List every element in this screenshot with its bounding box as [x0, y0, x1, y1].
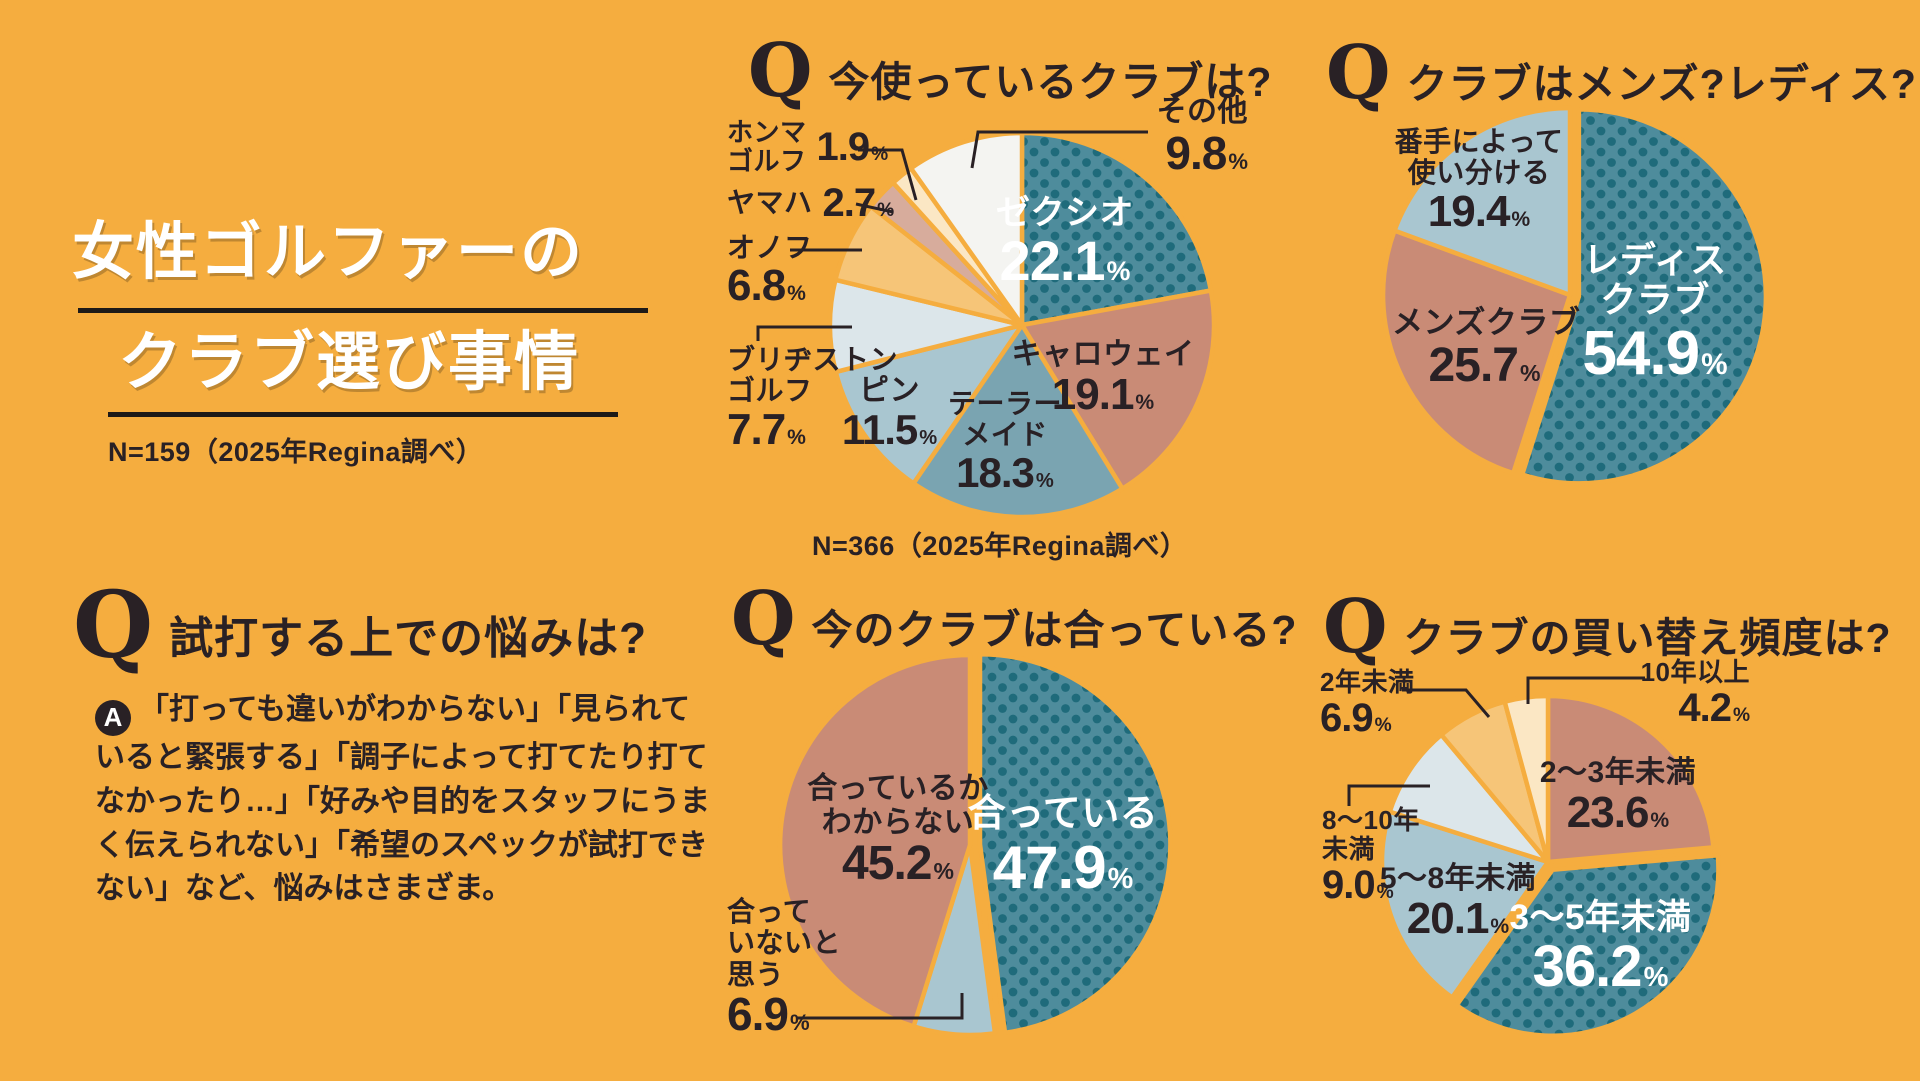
pie-slice-2〜3年未満 — [1545, 693, 1716, 865]
leader-line-over-10y — [1526, 676, 1645, 704]
leader-line-under-2y — [1402, 688, 1491, 718]
pie-slice-ゼクシオ — [1019, 130, 1214, 328]
pie-slice-ブリヂストンゴルフ — [829, 279, 1022, 372]
question-header-tryout: Q 試打する上での悩みは? — [73, 571, 648, 679]
main-title-line2: クラブ選び事情 — [118, 326, 580, 398]
pie2-label-ladies: レディス クラブ 54.9% — [1582, 239, 1728, 388]
leader-line-8-10y — [1347, 784, 1430, 806]
pie4-label-5-8y: 5〜8年未満 20.1% — [1379, 862, 1537, 943]
pie-slice-合っている — [980, 654, 1171, 1033]
pie-slice-10年以上 — [1502, 693, 1551, 865]
pie-slice-ヤマハ — [870, 182, 1022, 325]
pie3-label-fit: 合っている 47.9% — [967, 793, 1159, 901]
question-header-3: Q 今のクラブは合っている? — [731, 576, 1298, 662]
pie-slice-番手によって使い分ける — [1392, 105, 1573, 298]
pie-mens-ladies — [1380, 105, 1769, 486]
q-icon: Q — [731, 576, 796, 662]
pie-slice-レディスクラブ — [1522, 109, 1766, 484]
pie-slice-合っている — [977, 652, 1173, 1035]
question-header-2: Q クラブはメンズ?レディス? — [1326, 30, 1917, 116]
pie-slice-番手によって使い分ける — [1394, 108, 1570, 295]
pie-club-fit — [777, 652, 1173, 1038]
pie4-label-8-10y: 8〜10年 未満 9.0% — [1322, 805, 1420, 908]
pie-slice-2〜3年未満 — [1548, 696, 1714, 862]
answer-paragraph: A 「打っても違いがわからない」「見られていると緊張する」「調子によって打てたり打… — [95, 688, 713, 911]
leader-line-other — [970, 130, 1148, 169]
leader-line-yamaha — [855, 202, 894, 214]
q-icon: Q — [1326, 30, 1391, 116]
leader-line-honma — [858, 148, 918, 201]
pie3-label-not-fit: 合って いないと 思う 6.9% — [727, 896, 842, 1041]
title-underline-2 — [108, 412, 618, 417]
pie2-label-mens: メンズクラブ 25.7% — [1392, 305, 1581, 392]
pie-slice-キャロウェイ — [1019, 288, 1217, 491]
question-title-1: 今使っているクラブは? — [828, 59, 1273, 105]
pie-slice-5〜8年未満 — [1381, 811, 1548, 998]
pie1-label-onoff: オノフ 6.8% — [727, 232, 813, 311]
pie-slice-合っているかわからない — [777, 652, 973, 1029]
question-title-2: クラブはメンズ?レディス? — [1406, 61, 1917, 107]
pie-replacement-frequency — [1379, 693, 1721, 1038]
pie-slice-3〜5年未満 — [1456, 855, 1719, 1036]
pie4-label-3-5y: 3〜5年未満 36.2% — [1509, 898, 1692, 1000]
pie-slice-オノフ — [835, 206, 1022, 325]
pie-slice-メンズクラブ — [1380, 228, 1573, 476]
pie1-label-honma: ホンマ ゴルフ 1.9% — [727, 117, 889, 177]
pie-slice-キャロウェイ — [1022, 290, 1215, 489]
pie-slice-その他 — [911, 133, 1022, 325]
q-icon: Q — [1323, 584, 1388, 670]
pie2-label-by-club: 番手によって 使い分ける 19.4% — [1394, 126, 1564, 236]
leader-lines — [756, 130, 1645, 1020]
pie1-label-xxio: ゼクシオ 22.1% — [996, 194, 1134, 293]
pie-slice-メンズクラブ — [1383, 230, 1570, 474]
pie-slice-2年未満 — [1441, 701, 1548, 862]
leader-line-not-fit — [797, 993, 964, 1020]
pie-slice-ピン — [833, 322, 1025, 486]
pie1-label-bridgestone: ブリヂストン ゴルフ 7.7% — [727, 344, 899, 454]
pie3-label-unknown: 合っているか わからない 45.2% — [807, 772, 989, 891]
pie4-label-under-2y: 2年未満 6.9% — [1320, 667, 1415, 741]
title-underline-1 — [78, 308, 648, 313]
leader-line-bridgestone — [756, 325, 852, 341]
q-icon: Q — [748, 28, 813, 114]
pie1-label-taylormade: テーラー メイド 18.3% — [947, 388, 1062, 496]
pie-slice-5〜8年未満 — [1379, 809, 1551, 1000]
question-title-3: 今のクラブは合っている? — [811, 607, 1298, 653]
answer-text: 「打っても違いがわからない」「見られていると緊張する」「調子によって打てたり打て… — [95, 693, 710, 906]
pie1-label-callaway: キャロウェイ 19.1% — [1011, 338, 1195, 419]
pie-slice-ゼクシオ — [1022, 133, 1211, 325]
pie1-label-ping: ピン 11.5% — [841, 374, 938, 453]
q-icon: Q — [73, 571, 154, 679]
pie-slice-ホンマゴルフ — [893, 168, 1022, 325]
pie-current-club — [827, 130, 1217, 520]
question-header-4: Q クラブの買い替え頻度は? — [1323, 584, 1892, 670]
question-title-4: クラブの買い替え頻度は? — [1403, 615, 1892, 661]
main-title-line1: 女性ゴルファーの — [72, 218, 585, 287]
pie-slice-ピン — [835, 325, 1022, 484]
pie-slice-8〜10年未満 — [1389, 734, 1548, 862]
pie1-label-other: その他 9.8% — [1156, 95, 1249, 179]
survey-note-pie1: N=366（2025年Regina調べ） — [812, 531, 1188, 561]
pie4-label-over-10y: 10年以上 4.2% — [1640, 657, 1750, 731]
question-header-1: Q 今使っているクラブは? — [748, 28, 1273, 114]
survey-note-main: N=159（2025年Regina調べ） — [108, 437, 484, 467]
pie-slice-テーラーメイド — [911, 322, 1125, 520]
pie-slice-3〜5年未満 — [1454, 852, 1721, 1038]
pie1-label-yamaha: ヤマハ 2.7% — [727, 181, 895, 225]
pie-slice-合っているかわからない — [780, 655, 970, 1027]
a-icon: A — [95, 699, 131, 736]
pie-slice-テーラーメイド — [913, 325, 1123, 518]
pie-slice-レディスクラブ — [1519, 107, 1769, 486]
question-title-tryout: 試打する上での悩みは? — [169, 614, 648, 663]
pie4-label-2-3y: 2〜3年未満 23.6% — [1539, 756, 1697, 837]
